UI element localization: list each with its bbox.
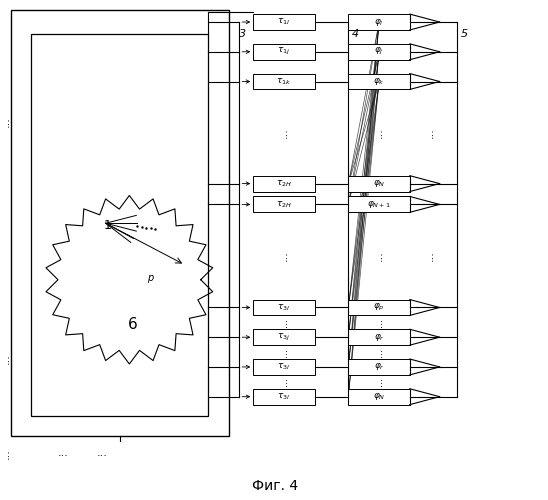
Bar	[349, 300, 410, 316]
Bar	[349, 359, 410, 375]
Text: $\varphi_p$: $\varphi_p$	[373, 302, 385, 313]
Text: $\varphi_j$: $\varphi_j$	[374, 46, 384, 58]
Text: ...: ...	[58, 448, 68, 458]
Bar	[253, 359, 315, 375]
Bar	[349, 196, 410, 212]
Text: ...: ...	[425, 250, 435, 262]
Bar	[253, 300, 315, 316]
Text: ...: ...	[374, 348, 384, 356]
Text: $\varphi_r$: $\varphi_r$	[374, 332, 385, 342]
Text: ...: ...	[1, 354, 10, 364]
Bar	[349, 44, 410, 60]
Text: $\tau_{3j}$: $\tau_{3j}$	[277, 332, 290, 343]
Bar	[349, 14, 410, 30]
Text: 1: 1	[104, 218, 111, 232]
Text: ...: ...	[425, 127, 435, 138]
Text: ...: ...	[374, 318, 384, 327]
Text: ...: ...	[374, 250, 384, 262]
Bar	[253, 389, 315, 404]
Text: ...: ...	[374, 378, 384, 386]
Text: $\tau_{3l}$: $\tau_{3l}$	[277, 392, 290, 402]
Bar	[349, 389, 410, 404]
Text: ...: ...	[279, 348, 289, 356]
Text: $\varphi_r$: $\varphi_r$	[374, 362, 385, 372]
Text: ...: ...	[279, 127, 289, 138]
Text: ...: ...	[374, 127, 384, 138]
Bar	[31, 34, 208, 415]
Text: $\tau_{2H}$: $\tau_{2H}$	[276, 178, 292, 189]
Text: $\tau_{3l}$: $\tau_{3l}$	[277, 362, 290, 372]
Text: 4: 4	[351, 29, 358, 39]
Text: $\varphi_N$: $\varphi_N$	[373, 391, 385, 402]
Bar	[253, 14, 315, 30]
Text: ...: ...	[279, 318, 289, 327]
Text: $\varphi_l$: $\varphi_l$	[374, 16, 384, 28]
Bar	[349, 176, 410, 192]
Bar	[12, 10, 230, 436]
Text: ...: ...	[97, 448, 108, 458]
Text: $\tau_{3l}$: $\tau_{3l}$	[277, 302, 290, 312]
Text: $\varphi_{N+1}$: $\varphi_{N+1}$	[367, 199, 391, 210]
Text: ...: ...	[1, 116, 10, 126]
Text: $\varphi_k$: $\varphi_k$	[373, 76, 385, 87]
Text: ...: ...	[279, 250, 289, 262]
Text: $\tau_{1k}$: $\tau_{1k}$	[276, 76, 292, 87]
Bar	[349, 74, 410, 90]
Bar	[253, 176, 315, 192]
Text: $\varphi_N$: $\varphi_N$	[373, 178, 385, 189]
Text: $\tau_{2H}$: $\tau_{2H}$	[276, 199, 292, 209]
Text: ...: ...	[279, 378, 289, 386]
Bar	[253, 330, 315, 345]
Text: $\tau_{1l}$: $\tau_{1l}$	[277, 17, 290, 28]
Text: $\tau_{1j}$: $\tau_{1j}$	[277, 46, 290, 58]
Bar	[253, 74, 315, 90]
Bar	[349, 330, 410, 345]
Text: p: p	[147, 273, 153, 283]
Text: Фиг. 4: Фиг. 4	[252, 479, 298, 493]
Text: 6: 6	[128, 317, 137, 332]
Bar	[253, 44, 315, 60]
Bar	[253, 196, 315, 212]
Text: 5: 5	[460, 29, 467, 39]
Text: ...: ...	[1, 448, 10, 458]
Text: 3: 3	[239, 29, 247, 39]
